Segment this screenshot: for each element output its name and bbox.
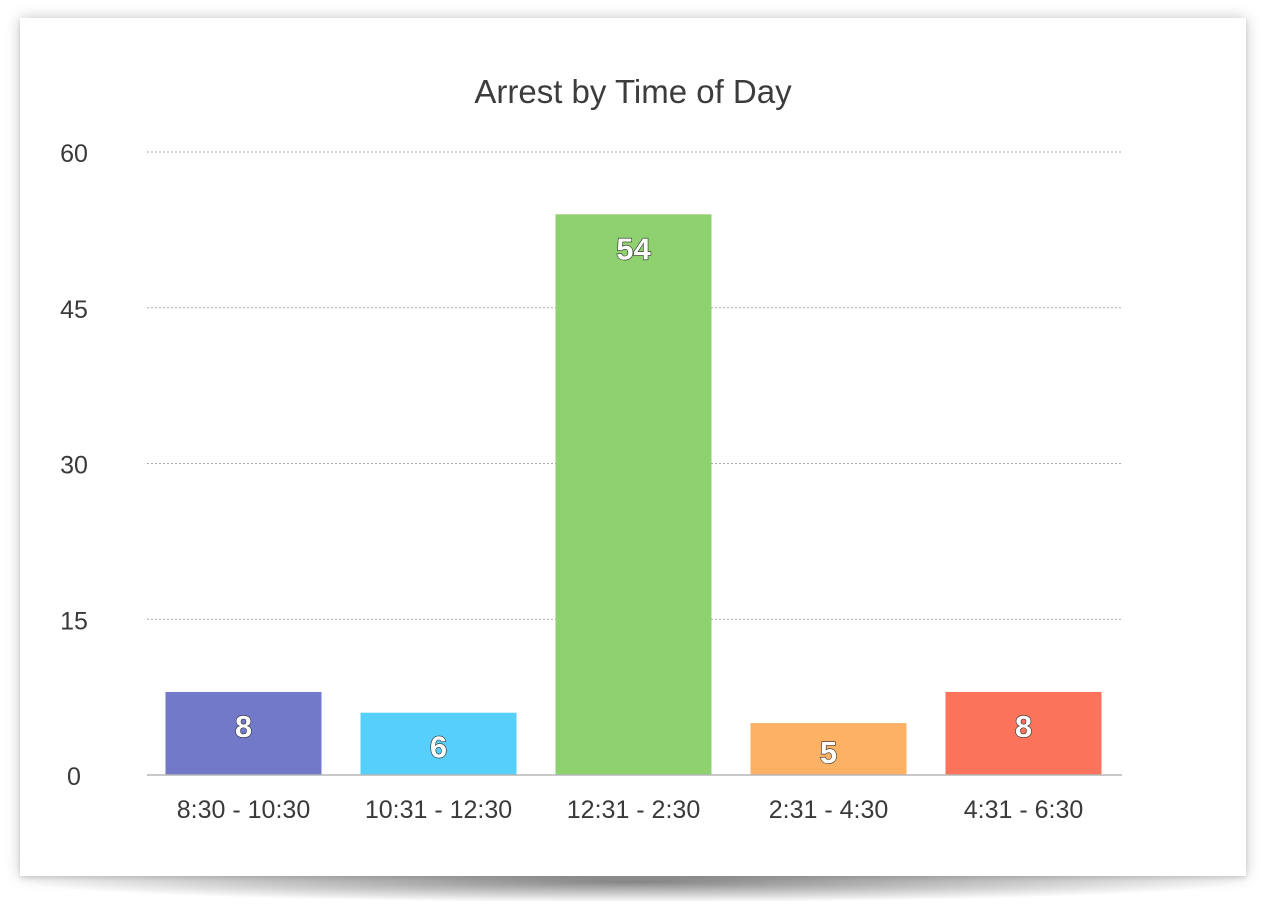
bars — [165, 214, 1102, 776]
y-tick-label: 15 — [60, 607, 88, 635]
y-axis-ticks: 0 15 30 45 60 — [60, 140, 88, 791]
y-tick-label: 60 — [60, 140, 88, 168]
y-tick-label: 30 — [60, 452, 88, 480]
y-tick-label: 0 — [67, 763, 81, 791]
bar-value-label: 8 — [235, 709, 252, 744]
bar-value-label: 8 — [1015, 709, 1032, 744]
bar-value-labels: 8 6 54 5 8 — [234, 231, 1032, 771]
bar-value-label: 54 — [616, 231, 651, 266]
chart-title: Arrest by Time of Day — [474, 73, 792, 110]
x-tick-label: 2:31 - 4:30 — [769, 796, 889, 824]
y-tick-label: 45 — [60, 296, 88, 324]
bar — [555, 214, 712, 776]
bar-value-label: 5 — [820, 735, 837, 770]
x-tick-label: 4:31 - 6:30 — [964, 796, 1084, 824]
bar — [750, 723, 907, 775]
x-tick-label: 8:30 - 10:30 — [177, 796, 310, 824]
x-tick-label: 10:31 - 12:30 — [365, 796, 512, 824]
bar-value-label: 6 — [430, 730, 447, 765]
gridlines — [147, 151, 1122, 620]
bar — [360, 712, 517, 775]
x-tick-label: 12:31 - 2:30 — [567, 796, 700, 824]
x-axis-categories: 8:30 - 10:30 10:31 - 12:30 12:31 - 2:30 2:3… — [177, 796, 1083, 824]
bar — [165, 691, 322, 775]
bar — [945, 691, 1102, 775]
